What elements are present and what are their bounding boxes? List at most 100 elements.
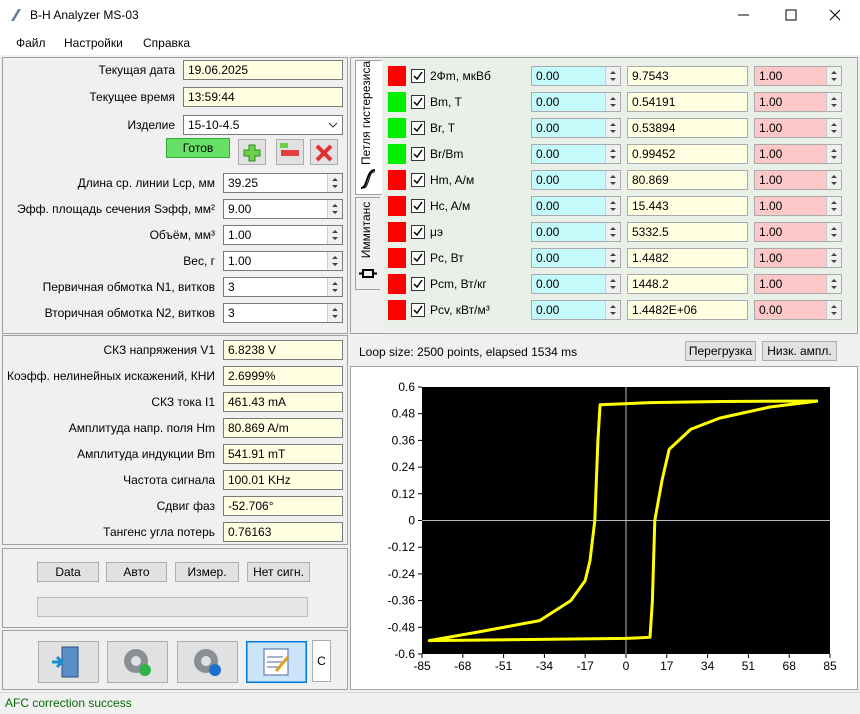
product-combo[interactable]: 15-10-4.5 bbox=[183, 115, 343, 135]
param-min[interactable]: 0.00 bbox=[531, 222, 621, 242]
tab-label[interactable]: Петля гистерезиса bbox=[359, 60, 373, 166]
spin-arrows[interactable] bbox=[826, 301, 841, 319]
settings-run-button[interactable] bbox=[107, 641, 168, 683]
param-max[interactable]: 1.00 bbox=[754, 92, 842, 112]
spin-arrows[interactable] bbox=[826, 145, 841, 163]
param-min[interactable]: 0.00 bbox=[531, 300, 621, 320]
param-min[interactable]: 0.00 bbox=[531, 274, 621, 294]
y-tick-label: 0.48 bbox=[392, 407, 416, 421]
spin-arrows[interactable] bbox=[826, 67, 841, 85]
spin-arrows[interactable] bbox=[605, 145, 620, 163]
spin-field[interactable]: 1.00 bbox=[223, 225, 343, 245]
spin-field[interactable]: 9.00 bbox=[223, 199, 343, 219]
param-min[interactable]: 0.00 bbox=[531, 170, 621, 190]
param-min[interactable]: 0.00 bbox=[531, 118, 621, 138]
menu-item[interactable]: Настройки bbox=[64, 36, 123, 50]
spin-arrows[interactable] bbox=[327, 174, 342, 192]
ready-button[interactable]: Готов bbox=[166, 138, 230, 158]
spin-field[interactable]: 3 bbox=[223, 277, 343, 297]
control-button[interactable]: Авто bbox=[106, 562, 167, 582]
param-checkbox[interactable] bbox=[411, 199, 425, 213]
spin-arrows[interactable] bbox=[605, 301, 620, 319]
param-min[interactable]: 0.00 bbox=[531, 248, 621, 268]
spin-arrows[interactable] bbox=[327, 278, 342, 296]
spin-arrows[interactable] bbox=[327, 226, 342, 244]
param-max[interactable]: 1.00 bbox=[754, 248, 842, 268]
exit-button[interactable] bbox=[38, 641, 99, 683]
spin-arrows[interactable] bbox=[826, 197, 841, 215]
control-button[interactable]: Data bbox=[37, 562, 99, 582]
param-color[interactable] bbox=[388, 222, 406, 242]
param-color[interactable] bbox=[388, 274, 406, 294]
spin-field[interactable]: 3 bbox=[223, 303, 343, 323]
spin-arrows[interactable] bbox=[605, 249, 620, 267]
spin-field[interactable]: 1.00 bbox=[223, 251, 343, 271]
param-max[interactable]: 1.00 bbox=[754, 118, 842, 138]
param-min[interactable]: 0.00 bbox=[531, 144, 621, 164]
param-color[interactable] bbox=[388, 170, 406, 190]
param-checkbox[interactable] bbox=[411, 251, 425, 265]
setting-field[interactable]: 13:59:44 bbox=[183, 87, 343, 107]
measure-field: 100.01 KHz bbox=[223, 470, 343, 490]
param-color[interactable] bbox=[388, 144, 406, 164]
spin-arrows[interactable] bbox=[605, 67, 620, 85]
control-button[interactable]: Нет сигн. bbox=[247, 562, 310, 582]
spin-arrows[interactable] bbox=[327, 200, 342, 218]
param-min[interactable]: 0.00 bbox=[531, 92, 621, 112]
spin-arrows[interactable] bbox=[605, 171, 620, 189]
param-min[interactable]: 0.00 bbox=[531, 66, 621, 86]
spin-arrows[interactable] bbox=[605, 119, 620, 137]
param-max[interactable]: 1.00 bbox=[754, 274, 842, 294]
measure-field: -52.706° bbox=[223, 496, 343, 516]
param-color[interactable] bbox=[388, 300, 406, 320]
spin-arrows[interactable] bbox=[605, 197, 620, 215]
param-max[interactable]: 1.00 bbox=[754, 196, 842, 216]
controls-group bbox=[2, 548, 348, 628]
spin-arrows[interactable] bbox=[826, 171, 841, 189]
param-checkbox[interactable] bbox=[411, 225, 425, 239]
param-max[interactable]: 1.00 bbox=[754, 170, 842, 190]
param-max[interactable]: 1.00 bbox=[754, 222, 842, 242]
menu-item[interactable]: Справка bbox=[143, 36, 191, 50]
spin-arrows[interactable] bbox=[605, 223, 620, 241]
param-color[interactable] bbox=[388, 118, 406, 138]
product-buttons[interactable] bbox=[238, 139, 338, 165]
spin-arrows[interactable] bbox=[826, 223, 841, 241]
param-checkbox[interactable] bbox=[411, 173, 425, 187]
param-max[interactable]: 1.00 bbox=[754, 144, 842, 164]
param-checkbox[interactable] bbox=[411, 303, 425, 317]
spin-arrows[interactable] bbox=[826, 275, 841, 293]
param-checkbox[interactable] bbox=[411, 277, 425, 291]
param-checkbox[interactable] bbox=[411, 147, 425, 161]
spin-arrows[interactable] bbox=[605, 275, 620, 293]
tab-hysteresis[interactable] bbox=[355, 60, 382, 195]
param-color[interactable] bbox=[388, 92, 406, 112]
settings-play-button[interactable] bbox=[177, 641, 238, 683]
combo-arrow[interactable] bbox=[328, 116, 338, 139]
param-max[interactable]: 0.00 bbox=[754, 300, 842, 320]
param-color[interactable] bbox=[388, 248, 406, 268]
c-button[interactable]: C bbox=[312, 640, 331, 682]
param-checkbox[interactable] bbox=[411, 69, 425, 83]
control-button[interactable]: Измер. bbox=[175, 562, 239, 582]
param-checkbox[interactable] bbox=[411, 121, 425, 135]
menu-item[interactable]: Файл bbox=[16, 36, 46, 50]
param-checkbox[interactable] bbox=[411, 95, 425, 109]
spin-field[interactable]: 39.25 bbox=[223, 173, 343, 193]
spin-arrows[interactable] bbox=[327, 304, 342, 322]
param-color[interactable] bbox=[388, 66, 406, 86]
param-color[interactable] bbox=[388, 196, 406, 216]
report-button[interactable] bbox=[246, 641, 307, 683]
spin-arrows[interactable] bbox=[826, 249, 841, 267]
spin-arrows[interactable] bbox=[605, 93, 620, 111]
setting-field[interactable]: 19.06.2025 bbox=[183, 60, 343, 80]
tab-label[interactable]: Иммитанс bbox=[359, 201, 373, 259]
param-min[interactable]: 0.00 bbox=[531, 196, 621, 216]
flag-button[interactable]: Низк. ампл. bbox=[762, 341, 837, 361]
param-max[interactable]: 1.00 bbox=[754, 66, 842, 86]
spin-arrows[interactable] bbox=[826, 93, 841, 111]
flag-button[interactable]: Перегрузка bbox=[685, 341, 756, 361]
spin-arrows[interactable] bbox=[826, 119, 841, 137]
spin-arrows[interactable] bbox=[327, 252, 342, 270]
window-controls[interactable] bbox=[720, 0, 860, 30]
